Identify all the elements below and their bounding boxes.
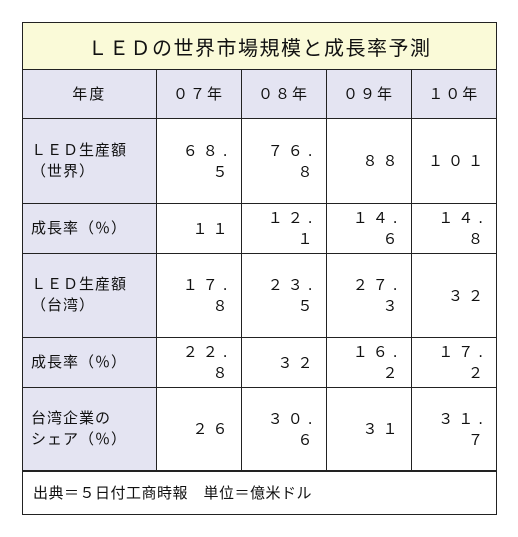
header-year-08: ０８年 — [240, 70, 327, 119]
source-note: 出典＝５日付工商時報 単位＝億米ドル — [23, 470, 496, 515]
row-label: 成長率（％） — [23, 336, 157, 388]
led-market-table-frame: ＬＥＤの世界市場規模と成長率予測 年度 ０７年 ０８年 ０９年 １０年 ＬＥＤ生… — [22, 22, 497, 515]
table-row-growth-rate-taiwan: 成長率（％） ２２.８ ３２ １６.２ １７.２ — [23, 336, 496, 388]
row-label: 台湾企業の シェア（％） — [23, 386, 157, 471]
table-row-led-production-world: ＬＥＤ生産額 （世界） ６８.５ ７６.８ ８８ １０１ — [23, 117, 496, 204]
table-cell: ７６.８ — [240, 117, 327, 204]
table-row-led-production-taiwan: ＬＥＤ生産額 （台湾） １７.８ ２３.５ ２７.３ ３２ — [23, 252, 496, 338]
table-title: ＬＥＤの世界市場規模と成長率予測 — [23, 23, 496, 70]
header-year-07: ０７年 — [155, 70, 242, 119]
data-table: 年度 ０７年 ０８年 ０９年 １０年 ＬＥＤ生産額 （世界） ６８.５ ７６.８… — [23, 70, 496, 471]
table-cell: ３２ — [410, 252, 496, 338]
row-label: ＬＥＤ生産額 （世界） — [23, 117, 157, 204]
row-label-line: 成長率（％） — [31, 352, 128, 371]
row-label-line: ＬＥＤ生産額 — [31, 275, 128, 293]
row-label-line: 台湾企業の — [31, 408, 112, 427]
row-label-line: （台湾） — [31, 296, 96, 314]
row-label-line: （世界） — [31, 161, 96, 180]
table-cell: １７.２ — [410, 336, 496, 388]
header-year-09: ０９年 — [325, 70, 412, 119]
table-cell: ８８ — [325, 117, 412, 204]
row-label: ＬＥＤ生産額 （台湾） — [23, 252, 157, 338]
table-cell: ２６ — [155, 386, 242, 471]
table-cell: ３２ — [240, 336, 327, 388]
table-cell: １１ — [155, 202, 242, 254]
table-cell: １７.８ — [155, 252, 242, 338]
table-cell: ２７.３ — [325, 252, 412, 338]
header-label: 年度 — [23, 70, 157, 119]
row-label-line: ＬＥＤ生産額 — [31, 140, 128, 159]
table-cell: ２２.８ — [155, 336, 242, 388]
table-cell: ３０.６ — [240, 386, 327, 471]
table-cell: １４.８ — [410, 202, 496, 254]
header-row: 年度 ０７年 ０８年 ０９年 １０年 — [23, 70, 496, 119]
table-cell: １２.１ — [240, 202, 327, 254]
table-row-growth-rate-world: 成長率（％） １１ １２.１ １４.６ １４.８ — [23, 202, 496, 254]
table-cell: ６８.５ — [155, 117, 242, 204]
table-row-taiwan-share: 台湾企業の シェア（％） ２６ ３０.６ ３１ ３１.７ — [23, 386, 496, 471]
header-year-10: １０年 — [410, 70, 496, 119]
table-cell: １０１ — [410, 117, 496, 204]
table-cell: ３１ — [325, 386, 412, 471]
row-label-line: 成長率（％） — [31, 218, 128, 237]
table-cell: ３１.７ — [410, 386, 496, 471]
table-cell: １６.２ — [325, 336, 412, 388]
table-cell: ２３.５ — [240, 252, 327, 338]
row-label-line: シェア（％） — [31, 429, 128, 448]
table-cell: １４.６ — [325, 202, 412, 254]
row-label: 成長率（％） — [23, 202, 157, 254]
